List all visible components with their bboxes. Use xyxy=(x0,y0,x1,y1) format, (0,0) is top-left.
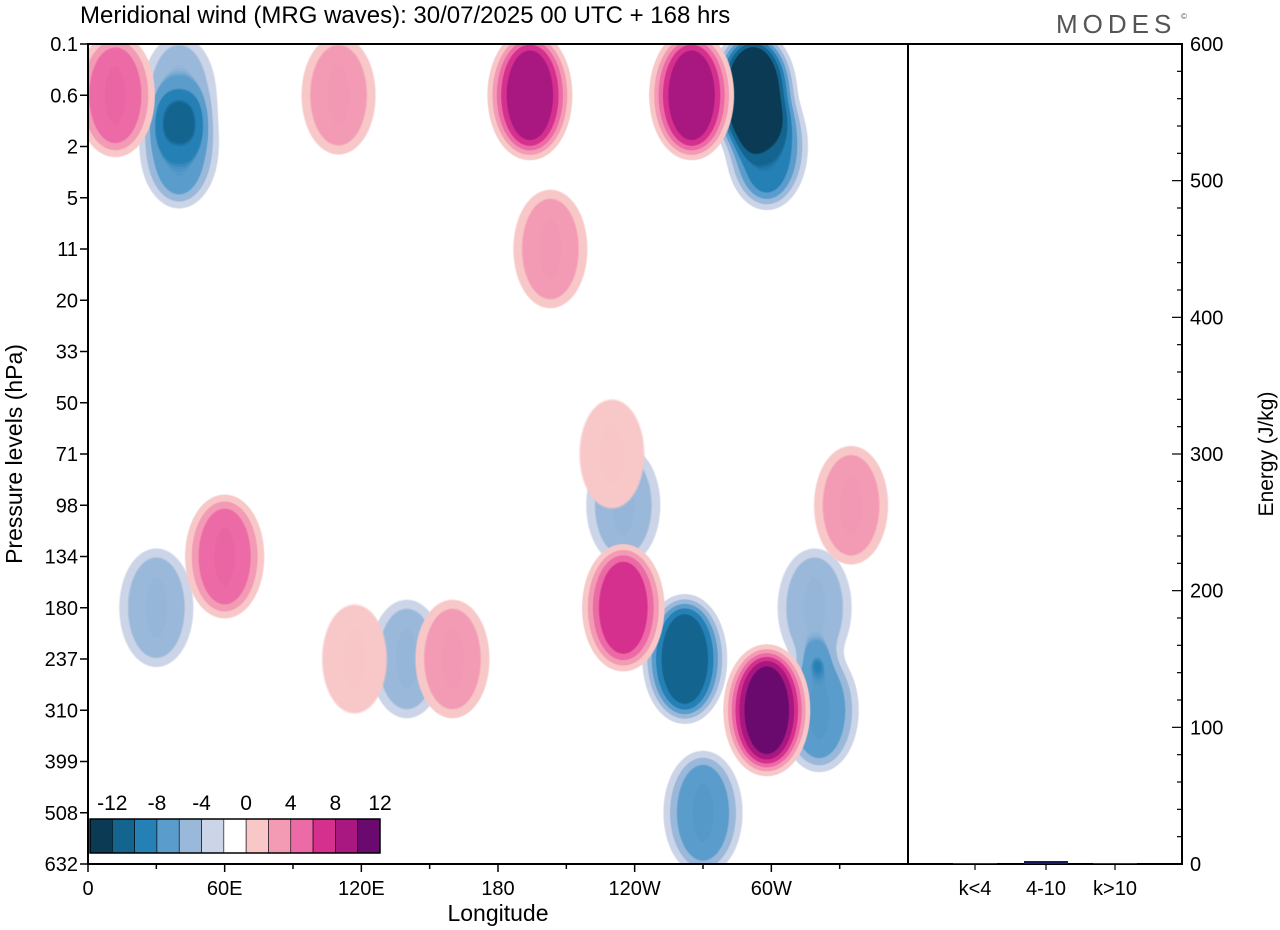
x-tick-label: 120W xyxy=(609,878,661,900)
y-tick-label: 0.6 xyxy=(50,85,78,107)
heatmap-panel xyxy=(88,44,908,864)
colorbar-legend: -12 -8 -4 0 4 8 12 xyxy=(89,792,392,854)
energy-category-label: k>10 xyxy=(1093,878,1137,900)
energy-tick-label: 600 xyxy=(1190,34,1223,56)
energy-tick-label: 300 xyxy=(1190,444,1223,466)
energy-category-label: 4-10 xyxy=(1026,878,1066,900)
modes-logo: MODES © xyxy=(1056,9,1187,39)
y-axis-label: Pressure levels (hPa) xyxy=(1,344,27,564)
energy-bars: k<4 4-10 k>10 xyxy=(953,861,1137,900)
y-tick-label: 0.1 xyxy=(50,34,78,56)
colorbar-swatch xyxy=(312,818,336,854)
energy-axis-label: Energy (J/kg) xyxy=(1255,392,1278,517)
wind-anomaly xyxy=(145,44,214,154)
energy-category-label: k<4 xyxy=(959,878,992,900)
y-tick-label: 33 xyxy=(56,342,78,364)
energy-bar xyxy=(953,863,997,864)
colorbar-swatch xyxy=(290,818,314,854)
x-tick-label: 60W xyxy=(751,878,792,900)
colorbar-swatch xyxy=(201,818,225,854)
colorbar-label: -4 xyxy=(192,792,211,815)
wind-anomaly xyxy=(418,601,487,717)
y-tick-label: 632 xyxy=(45,854,78,876)
x-axis-label: Longitude xyxy=(447,900,548,926)
colorbar-label: 12 xyxy=(368,792,391,815)
y-tick-label: 11 xyxy=(57,239,78,261)
colorbar-label: 4 xyxy=(285,792,297,815)
pressure-axis: 0.1 0.6 2 5 11 20 33 50 71 98 134 180 237 310 399 508 63… xyxy=(45,34,88,876)
y-tick-label: 180 xyxy=(45,598,78,620)
y-tick-label: 508 xyxy=(45,803,78,825)
wind-anomaly xyxy=(785,652,854,769)
y-tick-label: 5 xyxy=(67,188,78,210)
energy-tick-label: 0 xyxy=(1190,854,1201,876)
wind-anomaly xyxy=(817,447,886,564)
wind-anomaly xyxy=(577,396,646,512)
wind-anomaly xyxy=(304,44,373,154)
wind-anomaly xyxy=(589,549,658,666)
colorbar-label: 0 xyxy=(240,792,252,815)
y-tick-label: 237 xyxy=(45,649,78,671)
wind-anomaly xyxy=(495,44,564,154)
colorbar-swatch xyxy=(357,818,381,854)
wind-anomaly xyxy=(190,498,259,615)
chart-title: Meridional wind (MRG waves): 30/07/2025 … xyxy=(80,2,730,29)
y-tick-label: 2 xyxy=(67,137,78,159)
wind-anomaly xyxy=(320,601,389,717)
x-tick-label: 60E xyxy=(207,878,243,900)
wind-anomaly xyxy=(650,601,719,717)
logo-mark: © xyxy=(1181,12,1187,21)
colorbar-swatch xyxy=(178,818,202,854)
colorbar-swatch xyxy=(89,818,113,854)
colorbar-swatch xyxy=(134,818,158,854)
colorbar-label: -12 xyxy=(97,792,127,815)
colorbar-swatch xyxy=(223,818,247,854)
wind-anomaly xyxy=(732,88,801,205)
x-tick-label: 0 xyxy=(82,878,93,900)
colorbar-label: 8 xyxy=(330,792,342,815)
colorbar-swatch xyxy=(245,818,269,854)
y-tick-label: 20 xyxy=(56,290,78,312)
energy-tick-label: 100 xyxy=(1190,717,1223,739)
wind-anomaly xyxy=(88,44,150,154)
colorbar-swatch xyxy=(112,818,135,854)
colorbar-swatch xyxy=(335,818,358,854)
energy-panel-frame xyxy=(907,43,1183,865)
energy-bar xyxy=(1093,863,1137,864)
wind-anomaly xyxy=(732,652,801,769)
energy-tick-label: 200 xyxy=(1190,581,1223,603)
heatmap-field xyxy=(88,44,886,864)
wind-anomaly xyxy=(122,549,191,666)
contour-band xyxy=(88,44,886,769)
colorbar-label: -8 xyxy=(148,792,167,815)
energy-tick-label: 400 xyxy=(1190,307,1223,329)
wind-anomaly xyxy=(669,754,737,864)
y-tick-label: 310 xyxy=(45,700,78,722)
x-tick-label: 180 xyxy=(481,878,514,900)
energy-bar xyxy=(1024,861,1068,864)
colorbar-swatch xyxy=(156,818,180,854)
colorbar-swatch xyxy=(268,818,292,854)
y-tick-label: 134 xyxy=(45,547,78,569)
y-tick-label: 98 xyxy=(56,495,78,517)
logo-text: MODES xyxy=(1056,9,1176,39)
energy-axis: 0 100 200 300 400 500 600 xyxy=(1172,34,1223,876)
wind-anomaly xyxy=(516,191,585,307)
longitude-axis: 0 60E 120E 180 120W 60W xyxy=(82,864,841,900)
y-tick-label: 71 xyxy=(56,444,78,466)
y-tick-label: 50 xyxy=(56,393,78,415)
colorbar-frame xyxy=(89,818,381,854)
wind-anomaly xyxy=(657,44,726,154)
x-tick-label: 120E xyxy=(338,878,385,900)
wind-anomaly xyxy=(780,549,849,666)
energy-tick-label: 500 xyxy=(1190,171,1223,193)
y-tick-label: 399 xyxy=(45,752,78,774)
